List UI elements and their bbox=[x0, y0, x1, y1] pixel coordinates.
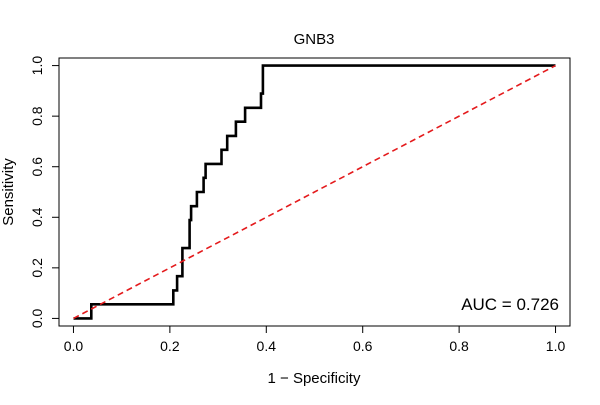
x-tick-label: 1.0 bbox=[546, 338, 566, 354]
x-axis: 0.0 0.2 0.4 0.6 0.8 1.0 bbox=[64, 325, 566, 354]
x-tick-label: 0.8 bbox=[449, 338, 469, 354]
roc-curve-line bbox=[73, 64, 556, 320]
y-axis: 0.0 0.2 0.4 0.6 0.8 1.0 bbox=[29, 56, 60, 328]
y-tick-label: 0.6 bbox=[29, 157, 45, 177]
x-axis-label: 1 − Specificity bbox=[268, 370, 361, 387]
y-tick-label: 1.0 bbox=[29, 56, 45, 76]
y-tick-label: 0.8 bbox=[29, 106, 45, 126]
x-tick-label: 0.2 bbox=[160, 338, 180, 354]
series-layer bbox=[73, 64, 556, 320]
y-tick-label: 0.0 bbox=[29, 308, 45, 328]
x-tick-label: 0.4 bbox=[257, 338, 277, 354]
y-tick-label: 0.2 bbox=[29, 258, 45, 278]
x-tick-label: 0.6 bbox=[353, 338, 373, 354]
y-tick-label: 0.4 bbox=[29, 207, 45, 227]
chart-title: GNB3 bbox=[294, 31, 335, 48]
auc-annotation: AUC = 0.726 bbox=[461, 295, 559, 314]
y-axis-label: Sensitivity bbox=[0, 158, 17, 226]
x-tick-label: 0.0 bbox=[64, 338, 84, 354]
reference-diagonal-line bbox=[73, 64, 556, 320]
